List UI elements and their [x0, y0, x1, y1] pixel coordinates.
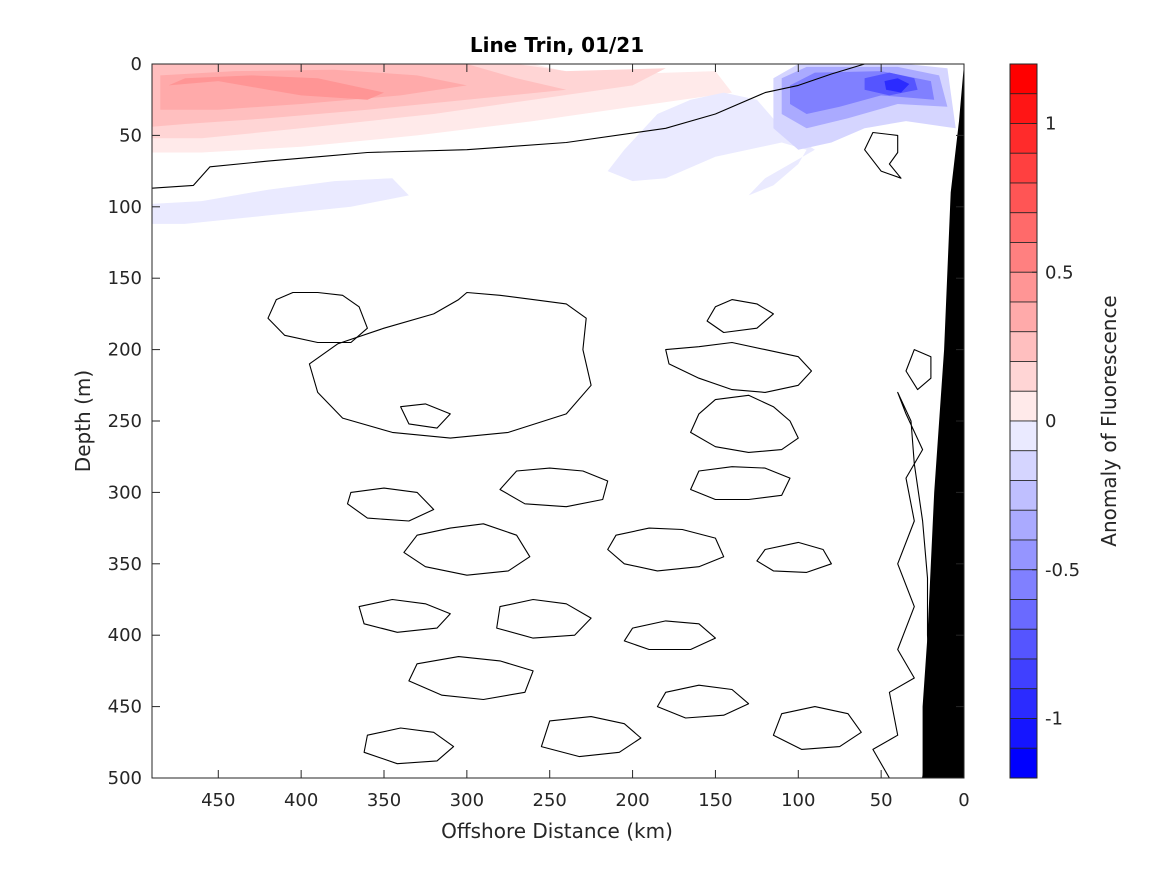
colorbar-segment — [1009, 450, 1038, 481]
y-tick-label: 300 — [108, 482, 142, 503]
zero-contour — [690, 394, 799, 453]
zero-contour — [623, 620, 716, 651]
x-tick-label: 100 — [781, 790, 815, 811]
zero-contour — [346, 487, 435, 522]
x-tick-label: 300 — [450, 790, 484, 811]
y-tick-label: 100 — [108, 197, 142, 218]
colorbar-label: Anomaly of Fluorescence — [1097, 295, 1121, 546]
x-axis: 450 400 350 300 250 200 150 100 50 0 — [201, 64, 970, 811]
bathymetry-mask — [922, 64, 964, 778]
zero-contour — [400, 403, 451, 429]
zero-contour-layer — [152, 64, 932, 778]
zero-contour — [267, 291, 368, 344]
anomaly-region — [884, 78, 910, 93]
anomaly-fill-layer — [152, 64, 956, 224]
y-tick-label: 0 — [131, 54, 142, 75]
y-axis: 0 50 100 150 200 250 300 350 400 450 500 — [108, 54, 964, 789]
colorbar-segment — [1009, 569, 1038, 600]
colorbar-tick-label: 1 — [1045, 114, 1056, 135]
zero-contour — [308, 291, 592, 439]
zero-contour — [607, 527, 725, 572]
colorbar-segment — [1009, 93, 1038, 124]
colorbar-segment — [1009, 718, 1038, 749]
colorbar-axis: 1 0.5 0 -0.5 -1 — [1032, 114, 1080, 730]
colorbar-segment — [1009, 539, 1038, 571]
y-tick-label: 150 — [108, 268, 142, 289]
zero-contour — [152, 64, 865, 189]
colorbar-segment — [1009, 331, 1038, 362]
y-tick-label: 400 — [108, 625, 142, 646]
y-tick-label: 450 — [108, 697, 142, 718]
zero-contour — [499, 467, 609, 508]
anomaly-region — [168, 75, 384, 100]
x-axis-label: Offshore Distance (km) — [441, 819, 673, 843]
chart-title: Line Trin, 01/21 — [470, 33, 644, 57]
colorbar-segment — [1009, 480, 1038, 511]
zero-contour — [540, 716, 642, 758]
colorbar-segment — [1009, 123, 1038, 154]
colorbar-segment — [1009, 152, 1038, 184]
x-tick-label: 250 — [533, 790, 567, 811]
colorbar-segment — [1009, 658, 1038, 690]
zero-contour — [358, 598, 451, 633]
x-tick-label: 50 — [870, 790, 893, 811]
colorbar-tick-label: -1 — [1045, 709, 1063, 730]
colorbar-tick-label: 0 — [1045, 411, 1056, 432]
colorbar-segment — [1009, 599, 1038, 630]
zero-contour — [665, 341, 813, 393]
zero-contour — [496, 598, 592, 639]
colorbar-segment — [1009, 628, 1038, 660]
colorbar — [1009, 63, 1038, 779]
colorbar-tick-label: -0.5 — [1045, 560, 1080, 581]
zero-contour — [756, 541, 832, 573]
bathymetry-layer — [922, 64, 964, 778]
zero-contour — [772, 706, 862, 750]
colorbar-segment — [1009, 182, 1038, 214]
y-tick-label: 50 — [119, 125, 142, 146]
zero-contour — [656, 684, 750, 719]
y-axis-label: Depth (m) — [71, 370, 95, 472]
colorbar-segment — [1009, 63, 1038, 95]
zero-contour — [706, 299, 774, 334]
x-tick-label: 0 — [958, 790, 969, 811]
plot-area — [151, 63, 965, 779]
colorbar-segment — [1009, 747, 1038, 779]
x-tick-label: 200 — [615, 790, 649, 811]
anomaly-region — [152, 178, 409, 224]
y-tick-label: 200 — [108, 340, 142, 361]
colorbar-segment — [1009, 420, 1038, 452]
colorbar-segment — [1009, 271, 1038, 303]
zero-contour — [363, 727, 455, 765]
x-tick-label: 400 — [284, 790, 318, 811]
zero-contour — [905, 349, 932, 391]
x-tick-label: 150 — [698, 790, 732, 811]
y-tick-label: 250 — [108, 411, 142, 432]
colorbar-segment — [1009, 301, 1038, 333]
plot-background — [152, 64, 964, 778]
colorbar-segment — [1009, 242, 1038, 273]
colorbar-tick-label: 0.5 — [1045, 262, 1074, 283]
zero-contour — [403, 523, 531, 576]
colorbar-segment — [1009, 390, 1038, 422]
x-tick-label: 350 — [367, 790, 401, 811]
zero-contour — [408, 656, 534, 701]
zero-contour — [690, 466, 791, 501]
colorbar-segment — [1009, 212, 1038, 243]
colorbar-segment — [1009, 509, 1038, 541]
colorbar-segment — [1009, 688, 1038, 719]
y-tick-label: 500 — [108, 768, 142, 789]
y-tick-label: 350 — [108, 554, 142, 575]
zero-contour — [872, 391, 932, 778]
colorbar-segment — [1009, 361, 1038, 392]
anomaly-region — [607, 92, 815, 196]
x-tick-label: 450 — [201, 790, 235, 811]
zero-contour — [864, 131, 902, 179]
